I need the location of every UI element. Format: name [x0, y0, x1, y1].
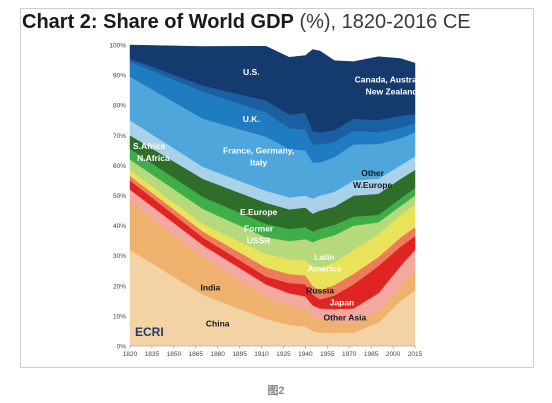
y-tick-label: 70% [113, 133, 126, 140]
ecri-logo: ECRI [135, 325, 164, 339]
series-label: China [206, 318, 230, 328]
y-tick-label: 50% [113, 193, 126, 200]
y-tick-label: 20% [113, 283, 126, 290]
series-label: New Zealand [366, 87, 418, 97]
y-tick-label: 80% [113, 103, 126, 110]
y-axis: 0% 10% 20% 30% 40% 50% 60% 70% 80% 90% 100% [109, 43, 126, 351]
series-label: India [200, 282, 220, 292]
series-label: Other [361, 168, 384, 178]
series-label: Italy [250, 157, 267, 167]
y-tick-label: 0% [117, 344, 127, 351]
series-label: Former [244, 224, 274, 234]
series-label: Japan [330, 297, 355, 307]
x-tick-label: 1850 [167, 351, 182, 358]
series-labels: U.S. Canada, Australia, New Zealand U.K. S.A… [133, 67, 429, 328]
y-tick-label: 100% [109, 43, 126, 50]
series-label: U.K. [243, 114, 260, 124]
x-tick-label: 1835 [145, 351, 160, 358]
series-label: U.S. [243, 67, 260, 77]
series-label: S.Africa [133, 141, 165, 151]
y-tick-label: 60% [113, 163, 126, 170]
x-tick-label: 1895 [232, 351, 247, 358]
y-tick-label: 40% [113, 223, 126, 230]
y-tick-label: 30% [113, 253, 126, 260]
y-tick-label: 90% [113, 73, 126, 80]
chart-title-sub: (%), 1820-2016 CE [293, 11, 471, 33]
series-label: Latin [314, 252, 334, 262]
x-tick-label: 1925 [276, 351, 291, 358]
chart-title: Chart 2: Share of World GDP (%), 1820-20… [22, 11, 471, 34]
x-tick-label: 1970 [342, 351, 357, 358]
x-tick-label: 1940 [298, 351, 313, 358]
area-u-s [129, 44, 416, 133]
series-label: E.Europe [240, 207, 278, 217]
x-tick-label: 1820 [123, 351, 138, 358]
x-tick-label: 1985 [364, 351, 379, 358]
figure-caption: 图2 [267, 385, 285, 397]
y-tick-label: 10% [113, 313, 126, 320]
series-areas [129, 44, 416, 347]
series-label: Canada, Australia, [355, 75, 429, 85]
series-label: America [308, 263, 342, 273]
series-label: USSR [247, 236, 271, 246]
x-tick-label: 2015 [408, 351, 423, 358]
series-label: Russia [306, 285, 334, 295]
x-tick-label: 1865 [189, 351, 204, 358]
series-label: W.Europe [353, 180, 392, 190]
x-tick-label: 1955 [320, 351, 335, 358]
x-axis: 1820 1835 1850 1865 1880 1895 1910 1925 1940 1955… [123, 345, 423, 358]
series-label: N.Africa [137, 153, 170, 163]
x-tick-label: 1880 [210, 351, 225, 358]
chart-title-main: Chart 2: Share of World GDP [22, 11, 294, 33]
x-tick-label: 1910 [254, 351, 269, 358]
x-tick-label: 2000 [386, 351, 401, 358]
series-label: Other Asia [324, 312, 367, 322]
series-label: France, Germany, [223, 145, 294, 155]
